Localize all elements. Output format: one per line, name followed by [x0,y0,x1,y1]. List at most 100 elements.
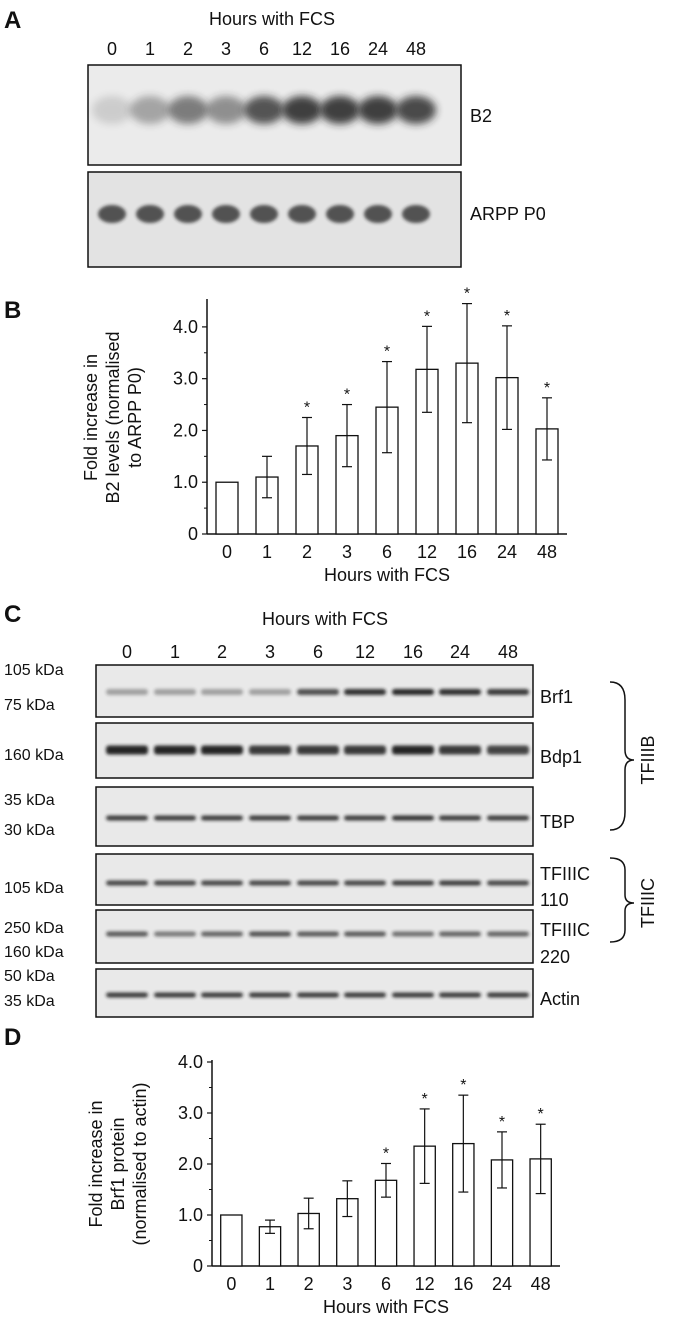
significance-star: * [460,1077,466,1094]
protein-band [344,745,386,755]
arpp-bands [98,205,430,223]
significance-star: * [344,387,350,404]
protein-band [439,745,481,755]
protein-band [392,992,434,998]
significance-star: * [499,1114,505,1131]
protein-band [154,815,196,821]
b2-label: B2 [470,106,492,126]
x-tick-label: 48 [537,542,557,562]
protein-band [249,931,291,937]
protein-band [439,815,481,821]
y-axis-label: to ARPP P0) [125,367,145,468]
protein-band [154,745,196,755]
significance-star: * [544,380,550,397]
x-tick-label: 24 [497,542,517,562]
tfiiib-bracket [609,681,635,831]
x-tick-label: 24 [492,1274,512,1294]
protein-band [392,931,434,937]
protein-band [249,992,291,998]
y-tick-label: 0 [188,524,198,544]
panel-c-blot [95,853,534,906]
protein-band [249,815,291,821]
arpp-band [212,205,240,223]
tfiiic-bracket [609,857,635,943]
panel-c-lane-label: 0 [122,642,132,662]
protein-band [154,880,196,886]
panel-c-lane-label: 6 [313,642,323,662]
protein-band [249,689,291,695]
bar [220,1214,243,1267]
mw-marker: 105 kDa [4,662,64,679]
mw-marker: 30 kDa [4,822,55,839]
b2-band [244,96,284,124]
protein-label: TFIIIC [540,864,590,884]
protein-band [106,931,148,937]
tfiiib-group-label: TFIIIB [638,736,658,785]
significance-star: * [383,1145,389,1162]
protein-band [344,815,386,821]
protein-band [487,931,529,937]
protein-band [154,689,196,695]
protein-band [201,880,243,886]
x-tick-label: 6 [381,1274,391,1294]
protein-band [344,880,386,886]
panel-c-lane-label: 24 [450,642,470,662]
arpp-band [402,205,430,223]
y-axis-label: B2 levels (normalised [103,331,123,503]
x-tick-label: 1 [262,542,272,562]
panel-a-xlabel: Hours with FCS [209,9,335,29]
arpp-band [98,205,126,223]
protein-band [439,689,481,695]
protein-band [487,880,529,886]
panel-a-lane-label: 24 [368,39,388,59]
y-tick-label: 1.0 [173,472,198,492]
mw-marker: 35 kDa [4,792,55,809]
protein-label: TFIIIC [540,920,590,940]
protein-band [344,992,386,998]
protein-label: Bdp1 [540,747,582,767]
protein-band [297,815,339,821]
protein-band [106,992,148,998]
protein-band [201,815,243,821]
panel-c-lane-label: 3 [265,642,275,662]
y-axis-label: (normalised to actin) [130,1082,150,1245]
significance-star: * [504,308,510,325]
x-tick-label: 3 [342,542,352,562]
protein-band [344,931,386,937]
panel-c-xlabel: Hours with FCS [262,609,388,629]
chart-b: 0 1.0 2.0 3.0 4.0 0 1 * 2 * 3 * 6 * 12 * 16 * 24 * 48 Hours w… [81,286,567,585]
protein-band [392,880,434,886]
b2-band [206,96,246,124]
protein-band [201,992,243,998]
mw-marker: 35 kDa [4,993,55,1010]
b2-band [92,96,132,124]
arpp-band [364,205,392,223]
x-axis-label: Hours with FCS [323,1297,449,1317]
mw-marker: 160 kDa [4,944,64,961]
protein-band [201,931,243,937]
mw-marker: 250 kDa [4,920,64,937]
b2-band [130,96,170,124]
b2-band [282,96,322,124]
y-tick-label: 2.0 [173,420,198,440]
panel-a-letter: A [4,7,21,34]
panel-c-blots: 105 kDa 75 kDa Brf1 160 kDa Bdp1 35 kDa 30 kDa… [4,662,590,1018]
protein-band [297,880,339,886]
protein-label: 110 [540,890,569,910]
protein-band [201,745,243,755]
panel-a-lane-label: 2 [183,39,193,59]
arpp-band [174,205,202,223]
protein-band [154,992,196,998]
arpp-band [250,205,278,223]
protein-band [487,815,529,821]
arpp-band [288,205,316,223]
protein-band [297,992,339,998]
panel-a-lane-label: 1 [145,39,155,59]
y-tick-label: 3.0 [178,1103,203,1123]
bar [215,481,239,535]
protein-band [487,992,529,998]
protein-label: TBP [540,812,575,832]
panel-c-lane-label: 48 [498,642,518,662]
